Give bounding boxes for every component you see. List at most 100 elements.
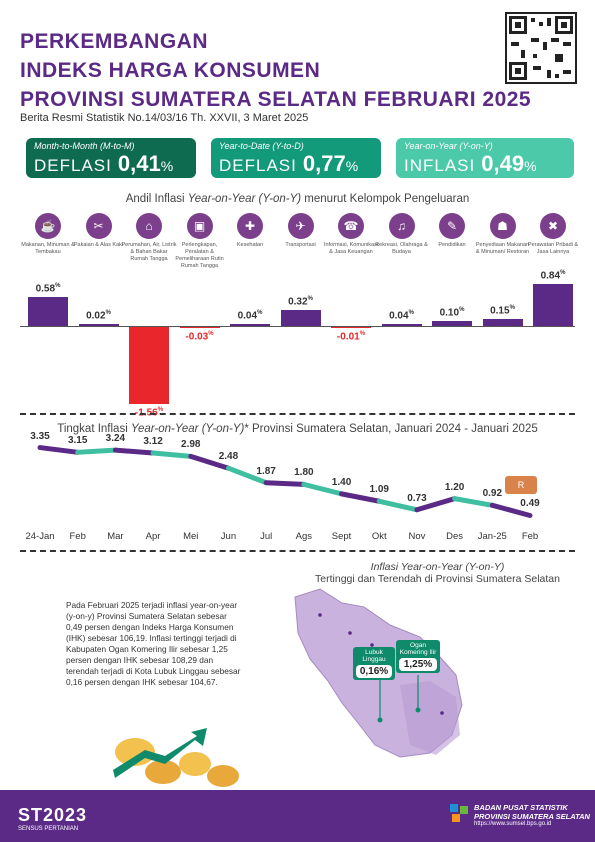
andil-title-c: menurut Kelompok Pengeluaran [301, 193, 470, 205]
group-label: Perlengkapan, Peralatan & Pemeliharaan R… [175, 242, 224, 269]
trend-month-label: Okt [371, 531, 387, 542]
restaurant-icon: ☗ [489, 213, 516, 239]
trend-month-label: Jan-25 [477, 531, 507, 542]
truck-icon: R [505, 476, 537, 494]
trend-line-segment [225, 465, 269, 486]
andil-value-label: 0.02% [86, 310, 111, 322]
trend-line-chart [37, 445, 533, 518]
trend-title: Tingkat Inflasi Year-on-Year (Y-on-Y)* P… [0, 423, 595, 435]
phone-icon: ☎ [338, 213, 364, 239]
trend-month-label: Mei [183, 531, 199, 542]
st-logo-sub: SENSUS PERTANIAN [18, 826, 79, 832]
trend-month-label: Nov [408, 531, 426, 542]
card-yoy-pct: % [524, 158, 537, 174]
qr-code[interactable] [505, 12, 577, 84]
andil-title-a: Andil Inflasi [125, 193, 188, 205]
andil-value-label: 0.32% [288, 296, 313, 308]
high-city-value: 1,25% [399, 658, 437, 671]
andil-value-label: -0.03% [185, 331, 214, 343]
andil-value-label: -1.56% [134, 407, 164, 419]
trend-month-label: Sept [331, 531, 352, 542]
group-label: Kesehatan [236, 242, 264, 248]
food-icon: ☕ [35, 213, 61, 239]
card-ytd-value: 0,77 [302, 151, 346, 176]
tools-icon: ✖ [540, 213, 566, 239]
st2023-logo: ST2023 SENSUS PERTANIAN [18, 805, 87, 832]
trend-line-segment [339, 491, 382, 504]
andil-bar [28, 297, 68, 326]
group-label: Informasi, Komunikasi & Jasa Keuangan [323, 242, 379, 255]
group-label: Penyediaan Makanan & Minuman/ Restoran [475, 242, 530, 255]
education-icon: ✎ [439, 213, 465, 239]
andil-bar [179, 326, 220, 328]
group-label: Pakaian & Alas Kaki [73, 242, 124, 248]
trend-value-label: 3.35 [30, 430, 50, 442]
andil-title-b: Year-on-Year (Y-on-Y) [187, 193, 302, 205]
andil-bar [129, 326, 169, 404]
trend-line-segment [188, 453, 231, 471]
house-icon: ⌂ [136, 213, 162, 239]
low-inflation-callout: Lubuk Linggau 0,16% [353, 647, 395, 680]
map-title-b: Tertinggi dan Terendah di Provinsi Sumat… [315, 573, 560, 585]
card-mtm-value: 0,41 [117, 151, 161, 176]
trend-value-label: 0.92 [482, 488, 503, 500]
andil-title: Andil Inflasi Year-on-Year (Y-on-Y) menu… [0, 193, 595, 205]
high-inflation-callout: Ogan Komering Ilir 1,25% [396, 640, 440, 673]
trend-month-label: Feb [521, 531, 539, 542]
trend-title-c: * Provinsi Sumatera Selatan, Januari 202… [244, 423, 538, 435]
card-ytd-kind: DEFLASI [219, 156, 297, 175]
andil-value-label: 0.10% [439, 307, 465, 319]
org-url[interactable]: https://www.sumsel.bps.go.id [474, 821, 552, 827]
trend-month-label: Apr [145, 531, 161, 542]
trend-line-segment [414, 496, 458, 513]
footer-band [0, 790, 595, 842]
trend-value-label: 2.48 [218, 451, 239, 463]
group-label: Transportasi [285, 242, 316, 248]
card-ytd-pct: % [345, 158, 359, 174]
high-city-name: Ogan Komering Ilir [399, 642, 437, 656]
divider-2 [20, 550, 575, 552]
clothing-icon: ✂ [85, 213, 112, 239]
group-label: Perumahan, Air, Listrik & Bahan Bakar Ru… [121, 242, 177, 262]
card-yoy-kind: INFLASI [404, 156, 476, 175]
title-line-3: PROVINSI SUMATERA SELATAN FEBRUARI 2025 [20, 88, 532, 111]
org-line-2: PROVINSI SUMATERA SELATAN [474, 812, 590, 821]
recreation-icon: ♫ [388, 213, 415, 239]
trend-value-label: 2.98 [181, 439, 201, 451]
trend-value-label: 0.73 [407, 492, 427, 504]
group-label: Makanan, Minuman & Tembakau [21, 242, 75, 255]
trend-line-segment [37, 445, 81, 455]
trend-value-label: 1.09 [369, 484, 389, 496]
trend-value-label: 3.24 [105, 433, 126, 445]
org-line-1: BADAN PUSAT STATISTIK [474, 803, 568, 812]
andil-bar [78, 324, 119, 326]
trend-line-segment [263, 480, 307, 487]
trend-value-label: 1.40 [331, 476, 352, 488]
map-section-title: Inflasi Year-on-Year (Y-on-Y) Tertinggi … [300, 561, 575, 585]
andil-value-label: 0.58% [35, 283, 61, 295]
release-subtitle: Berita Resmi Statistik No.14/03/16 Th. X… [20, 112, 309, 124]
trend-value-label: 1.20 [444, 481, 465, 493]
summary-paragraph: Pada Februari 2025 terjadi inflasi year-… [66, 600, 241, 687]
trend-title-b: Year-on-Year (Y-on-Y) [130, 423, 245, 435]
trend-line-segment [112, 447, 156, 456]
bps-logo-icon [448, 802, 470, 824]
card-year-on-year: Year-on-Year (Y-on-Y) INFLASI 0,49% [396, 138, 574, 178]
map-title-a: Inflasi Year-on-Year (Y-on-Y) [370, 561, 505, 573]
trend-month-label: Ags [295, 531, 313, 542]
card-mtm-label: Month-to-Month (M-to-M) [34, 141, 135, 151]
trend-title-a: Tingkat Inflasi [57, 423, 131, 435]
card-year-to-date: Year-to-Date (Y-to-D) DEFLASI 0,77% [211, 138, 381, 178]
andil-bar [533, 284, 573, 326]
trend-line-segment [489, 502, 533, 518]
trend-line-segment [452, 496, 495, 508]
andil-value-label: 0.04% [389, 310, 414, 322]
card-mtm-pct: % [160, 158, 174, 174]
health-icon: ✚ [237, 213, 263, 239]
trend-value-label: 3.12 [143, 436, 163, 448]
low-city-name: Lubuk Linggau [362, 649, 386, 663]
coins-growth-illustration [113, 728, 239, 787]
trend-line-segment [150, 450, 194, 459]
trend-month-label: 24-Jan [25, 531, 55, 542]
andil-bar [230, 324, 270, 326]
